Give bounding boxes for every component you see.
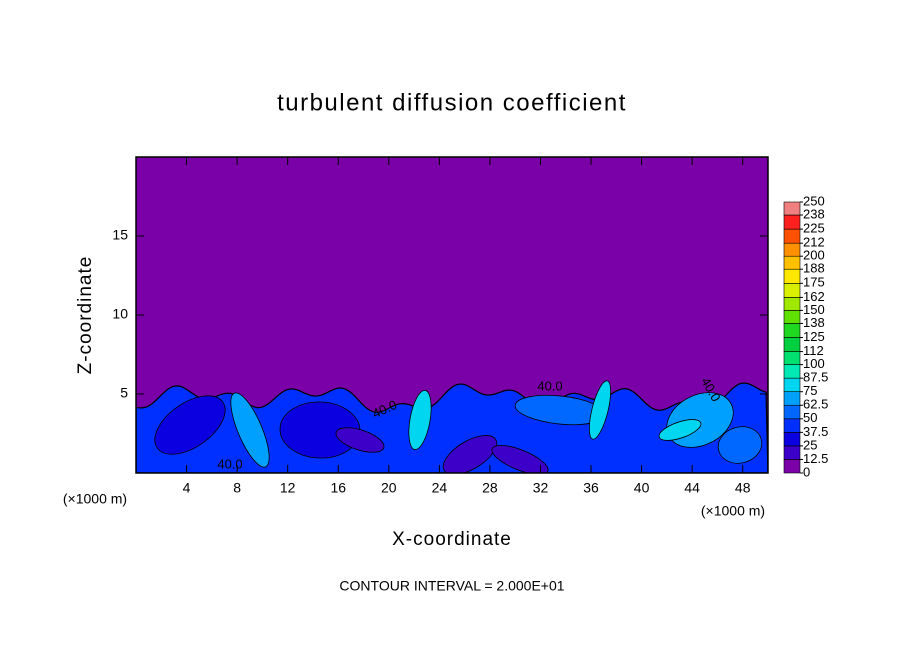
colorbar-swatch	[783, 337, 801, 352]
colorbar-swatch	[783, 242, 801, 257]
colorbar-label: 12.5	[803, 451, 828, 466]
eddy	[408, 390, 432, 450]
colorbar-label: 125	[803, 329, 825, 344]
x-tick-label: 12	[280, 480, 296, 496]
eddy	[230, 392, 270, 468]
colorbar-swatch	[783, 214, 801, 230]
colorbar-label: 175	[803, 275, 825, 290]
eddy	[717, 426, 763, 464]
colorbar-label: 200	[803, 248, 825, 263]
y-tick-label: 5	[120, 385, 128, 401]
colorbar-swatch	[783, 297, 801, 311]
colorbar-label: 37.5	[803, 424, 828, 439]
x-tick-label: 4	[183, 480, 191, 496]
colorbar-swatch	[783, 323, 801, 338]
colorbar-swatch	[783, 228, 801, 244]
eddy	[442, 435, 498, 473]
colorbar-label: 225	[803, 221, 825, 236]
y-axis-label: Z-coordinate	[75, 256, 96, 375]
colorbar-label: 25	[803, 437, 817, 452]
x-tick-label: 20	[381, 480, 397, 496]
x-axis-label: X-coordinate	[392, 529, 512, 550]
y-tick-label: 15	[112, 227, 128, 243]
colorbar-swatch	[783, 418, 801, 433]
x-tick-label: 8	[233, 480, 241, 496]
y-tick-label: 10	[112, 306, 128, 322]
colorbar-label: 250	[803, 193, 825, 208]
eddy	[335, 427, 385, 453]
colorbar-swatch	[783, 310, 801, 324]
x-tick-label: 44	[684, 480, 700, 496]
contour-label: 40.0	[217, 456, 242, 471]
colorbar-label: 238	[803, 206, 825, 221]
colorbar-swatch	[783, 445, 801, 460]
colorbar-swatch	[783, 255, 801, 270]
x-tick-label: 24	[432, 480, 448, 496]
colorbar-swatch	[783, 459, 801, 474]
colorbar-label: 162	[803, 289, 825, 304]
colorbar-label: 150	[803, 302, 825, 317]
colorbar-label: 138	[803, 315, 825, 330]
contour-label: 40.0	[537, 378, 562, 393]
colorbar-label: 75	[803, 383, 817, 398]
field: 40.040.040.040.0	[136, 157, 768, 473]
x-tick-label: 48	[735, 480, 751, 496]
footer: CONTOUR INTERVAL = 2.000E+01	[339, 578, 564, 594]
colorbar-swatch	[783, 282, 801, 298]
colorbar-swatch	[783, 201, 801, 216]
colorbar-label: 100	[803, 356, 825, 371]
colorbar-label: 87.5	[803, 370, 828, 385]
colorbar-label: 0	[803, 464, 810, 479]
x-unit-label: (×1000 m)	[701, 503, 765, 519]
colorbar-swatch	[783, 377, 801, 392]
y-unit-label: (×1000 m)	[63, 491, 127, 507]
eddy	[588, 380, 612, 440]
colorbar-label: 188	[803, 261, 825, 276]
colorbar-swatch	[783, 432, 801, 447]
colorbar-label: 62.5	[803, 397, 828, 412]
chart-title: turbulent diffusion coefficient	[277, 89, 627, 116]
colorbar-label: 212	[803, 235, 825, 250]
colorbar-swatch	[783, 404, 801, 420]
x-tick-label: 16	[330, 480, 346, 496]
eddy	[658, 419, 702, 441]
colorbar-swatch	[783, 268, 801, 284]
x-tick-label: 32	[533, 480, 549, 496]
x-tick-label: 28	[482, 480, 498, 496]
x-tick-label: 36	[583, 480, 599, 496]
colorbar-swatch	[783, 351, 801, 365]
eddy	[491, 445, 549, 473]
colorbar-label: 112	[803, 343, 824, 358]
colorbar-swatch	[783, 391, 801, 406]
colorbar-swatch	[783, 364, 801, 379]
eddy	[154, 395, 226, 455]
x-tick-label: 40	[634, 480, 650, 496]
colorbar-label: 50	[803, 410, 817, 425]
